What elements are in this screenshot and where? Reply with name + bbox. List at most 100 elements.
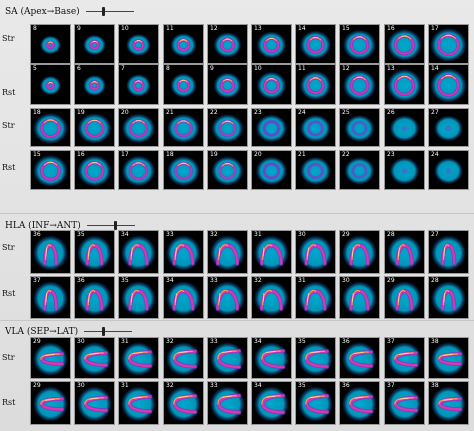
sa-slider-thumb[interactable]	[101, 7, 105, 16]
sa-slice-tile[interactable]: 14	[295, 24, 336, 64]
hla-slice-tile[interactable]: 33	[207, 276, 248, 319]
sa-slice-tile[interactable]: 23	[384, 150, 425, 190]
hla-slice-tile[interactable]: 31	[295, 276, 336, 319]
hla-slice-image	[76, 281, 113, 316]
vla-slice-tile[interactable]: 31	[118, 381, 159, 425]
hla-section-title: HLA (INF→ANT)	[5, 221, 81, 231]
slice-number: 32	[254, 277, 262, 284]
hla-slice-tile[interactable]: 31	[251, 230, 292, 274]
sa-slice-tile[interactable]: 13	[384, 64, 425, 105]
hla-slice-tile[interactable]: 29	[339, 230, 380, 274]
sa-slice-tile[interactable]: 17	[428, 24, 469, 64]
vla-slice-tile[interactable]: 29	[30, 337, 71, 379]
hla-slice-tile[interactable]: 35	[118, 276, 159, 319]
hla-slider-thumb[interactable]	[113, 221, 117, 230]
sa-slice-tile[interactable]: 18	[163, 150, 204, 190]
sa-slice-tile[interactable]: 7	[118, 64, 159, 105]
vla-slice-image	[430, 386, 467, 422]
vla-slider-thumb[interactable]	[102, 327, 106, 336]
hla-slice-tile[interactable]: 32	[251, 276, 292, 319]
sa-slice-tile[interactable]: 5	[30, 64, 71, 105]
sa-slice-tile[interactable]: 9	[207, 64, 248, 105]
sa-slice-tile[interactable]: 9	[74, 24, 115, 64]
sa-slice-tile[interactable]: 18	[30, 108, 71, 147]
hla-slice-tile[interactable]: 28	[384, 230, 425, 274]
sa-slice-tile[interactable]: 10	[251, 64, 292, 105]
sa-slice-tile[interactable]: 24	[295, 108, 336, 147]
slice-number: 9	[77, 25, 81, 32]
hla-slice-tile[interactable]: 30	[339, 276, 380, 319]
hla-slice-tile[interactable]: 36	[30, 230, 71, 274]
vla-slice-tile[interactable]: 33	[207, 337, 248, 379]
sa-section-title: SA (Apex→Base)	[5, 7, 80, 17]
sa-slice-tile[interactable]: 22	[207, 108, 248, 147]
hla-slice-tile[interactable]: 36	[74, 276, 115, 319]
hla-slice-tile[interactable]: 29	[384, 276, 425, 319]
sa-slice-tile[interactable]: 25	[339, 108, 380, 147]
vla-slice-tile[interactable]: 37	[384, 381, 425, 425]
vla-slice-tile[interactable]: 35	[295, 337, 336, 379]
sa-slice-slider[interactable]	[85, 7, 134, 16]
hla-slice-tile[interactable]: 32	[207, 230, 248, 274]
vla-slice-tile[interactable]: 36	[339, 337, 380, 379]
sa-slice-tile[interactable]: 21	[163, 108, 204, 147]
vla-slice-image	[76, 386, 113, 422]
vla-slice-tile[interactable]: 33	[207, 381, 248, 425]
hla-slice-tile[interactable]: 33	[163, 230, 204, 274]
vla-slice-tile[interactable]: 32	[163, 381, 204, 425]
hla-slice-slider[interactable]	[86, 221, 135, 230]
sa-slice-tile[interactable]: 21	[295, 150, 336, 190]
sa-slice-tile[interactable]: 16	[74, 150, 115, 190]
sa-slice-tile[interactable]: 16	[384, 24, 425, 64]
vla-slice-tile[interactable]: 35	[295, 381, 336, 425]
vla-slice-tile[interactable]: 31	[118, 337, 159, 379]
slice-number: 25	[342, 109, 350, 116]
sa-slice-tile[interactable]: 26	[384, 108, 425, 147]
vla-slice-tile[interactable]: 30	[74, 337, 115, 379]
sa-slice-tile[interactable]: 17	[118, 150, 159, 190]
vla-slice-tile[interactable]: 29	[30, 381, 71, 425]
vla-slice-slider[interactable]	[84, 327, 133, 336]
sa-slice-tile[interactable]: 24	[428, 150, 469, 190]
vla-slice-tile[interactable]: 38	[428, 337, 469, 379]
sa-slice-tile[interactable]: 19	[74, 108, 115, 147]
sa-slice-tile[interactable]: 14	[428, 64, 469, 105]
sa-slice-tile[interactable]: 8	[30, 24, 71, 64]
hla-slice-tile[interactable]: 34	[163, 276, 204, 319]
hla-slice-tile[interactable]: 30	[295, 230, 336, 274]
slice-number: 21	[166, 109, 174, 116]
vla-slice-tile[interactable]: 36	[339, 381, 380, 425]
vla-slice-tile[interactable]: 32	[163, 337, 204, 379]
sa-slice-tile[interactable]: 15	[30, 150, 71, 190]
vla-slice-tile[interactable]: 34	[251, 337, 292, 379]
vla-slice-image	[341, 386, 378, 422]
slice-number: 16	[77, 151, 85, 158]
sa-slice-tile[interactable]: 23	[251, 108, 292, 147]
sa-slice-tile[interactable]: 11	[295, 64, 336, 105]
sa-slice-image	[39, 35, 62, 55]
hla-slice-tile[interactable]: 37	[30, 276, 71, 319]
vla-slice-tile[interactable]: 38	[428, 381, 469, 425]
sa-slice-tile[interactable]: 10	[118, 24, 159, 64]
sa-slice-tile[interactable]: 15	[339, 24, 380, 64]
hla-slice-tile[interactable]: 28	[428, 276, 469, 319]
sa-slice-tile[interactable]: 22	[339, 150, 380, 190]
sa-slice-tile[interactable]: 20	[118, 108, 159, 147]
vla-slice-tile[interactable]: 30	[74, 381, 115, 425]
vla-slice-tile[interactable]: 37	[384, 337, 425, 379]
sa-slice-tile[interactable]: 8	[163, 64, 204, 105]
hla-slice-tile[interactable]: 35	[74, 230, 115, 274]
hla-slice-tile[interactable]: 34	[118, 230, 159, 274]
sa-slice-tile[interactable]: 12	[339, 64, 380, 105]
sa-slice-tile[interactable]: 12	[207, 24, 248, 64]
hla-slice-tile[interactable]: 27	[428, 230, 469, 274]
vla-slice-image	[165, 342, 202, 376]
sa-slice-tile[interactable]: 11	[163, 24, 204, 64]
hla-slice-image	[430, 235, 467, 271]
sa-slice-tile[interactable]: 20	[251, 150, 292, 190]
sa-slice-tile[interactable]: 19	[207, 150, 248, 190]
sa-slice-tile[interactable]: 27	[428, 108, 469, 147]
sa-slice-tile[interactable]: 6	[74, 64, 115, 105]
sa-slice-tile[interactable]: 13	[251, 24, 292, 64]
vla-slice-tile[interactable]: 34	[251, 381, 292, 425]
